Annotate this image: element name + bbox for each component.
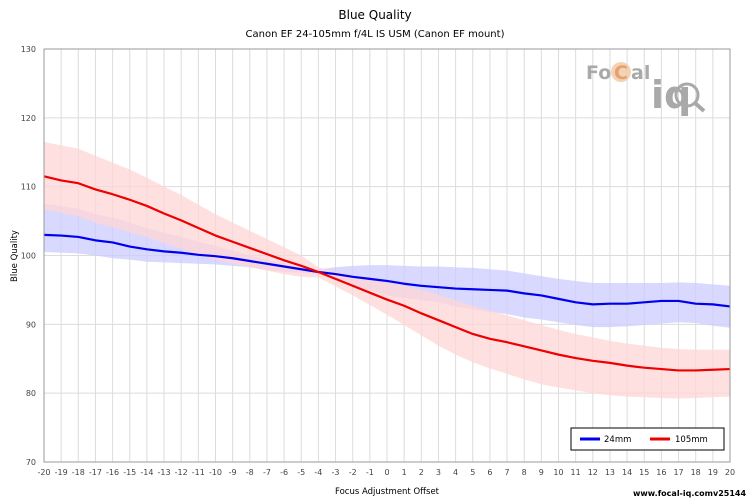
- x-tick-label: 2: [419, 468, 424, 477]
- x-tick-label: 15: [639, 468, 649, 477]
- x-tick-label: -18: [72, 468, 85, 477]
- x-tick-label: -2: [349, 468, 357, 477]
- x-tick-label: 3: [436, 468, 441, 477]
- y-tick-label: 110: [21, 183, 36, 192]
- x-tick-label: -17: [89, 468, 102, 477]
- x-tick-label: -12: [175, 468, 188, 477]
- x-tick-label: -3: [332, 468, 340, 477]
- x-tick-label: 19: [708, 468, 718, 477]
- magnifier-icon: [674, 82, 700, 108]
- y-tick-label: 100: [21, 252, 36, 261]
- x-tick-label: 16: [656, 468, 666, 477]
- x-tick-label: 18: [691, 468, 701, 477]
- x-tick-label: -7: [263, 468, 271, 477]
- x-tick-label: 20: [725, 468, 735, 477]
- x-tick-label: -9: [229, 468, 237, 477]
- x-tick-label: -4: [314, 468, 322, 477]
- y-tick-label: 70: [26, 458, 36, 467]
- legend-label-24mm: 24mm: [604, 435, 631, 445]
- logo-text-c: C: [614, 62, 628, 84]
- legend-box: [570, 427, 725, 451]
- x-tick-label: -5: [297, 468, 305, 477]
- y-tick-label: 130: [21, 45, 36, 54]
- x-tick-label: 7: [505, 468, 510, 477]
- x-tick-labels: -20 -19 -18 -17 -16 -15 -14 -13 -12 -11 -10 -9 -8 -7-…: [37, 468, 735, 477]
- x-tick-label: 8: [522, 468, 527, 477]
- footer-url: www.focal-iq.com: [633, 489, 713, 498]
- x-tick-label: -8: [246, 468, 254, 477]
- x-tick-label: 13: [605, 468, 615, 477]
- x-tick-label: -15: [123, 468, 136, 477]
- logo-text-iq: iq: [651, 73, 691, 117]
- logo-text-al: al: [631, 62, 650, 84]
- logo-c-disc: [611, 62, 631, 82]
- x-tick-label: -20: [37, 468, 50, 477]
- chart-subtitle: Canon EF 24-105mm f/4L IS USM (Canon EF …: [246, 29, 505, 40]
- series-lines: [43, 175, 731, 372]
- focal-iq-logo: Fo C al iq: [586, 62, 706, 117]
- magnifier-handle-icon: [693, 101, 706, 113]
- x-tick-label: -11: [192, 468, 205, 477]
- x-tick-label: 10: [553, 468, 563, 477]
- x-tick-label: 17: [673, 468, 683, 477]
- x-tick-label: 1: [402, 468, 407, 477]
- x-tick-label: 0: [384, 468, 389, 477]
- x-tick-label: -14: [140, 468, 153, 477]
- legend-label-105mm: 105mm: [675, 435, 708, 445]
- footer-version: v25144: [713, 489, 746, 498]
- y-tick-label: 90: [26, 320, 36, 329]
- logo-text-fo: Fo: [586, 62, 611, 84]
- x-tick-label: -10: [209, 468, 222, 477]
- y-tick-label: 80: [26, 389, 36, 398]
- x-tick-label: 14: [622, 468, 632, 477]
- series-line-24mm: [43, 233, 731, 308]
- band-105mm: [44, 141, 730, 399]
- band-24mm: [44, 203, 730, 328]
- x-tick-label: -19: [55, 468, 68, 477]
- x-tick-label: 6: [487, 468, 492, 477]
- x-tick-label: 5: [470, 468, 475, 477]
- y-tick-labels: 70 80 90 100 110 120 130: [21, 45, 36, 467]
- x-tick-label: 9: [539, 468, 544, 477]
- x-tick-label: 4: [453, 468, 458, 477]
- series-line-105mm: [43, 175, 731, 372]
- x-tick-label: -6: [280, 468, 288, 477]
- x-axis-label: Focus Adjustment Offset: [335, 487, 440, 497]
- plot-frame: [43, 48, 731, 463]
- y-axis-label: Blue Quality: [10, 230, 20, 282]
- x-tick-label: -1: [366, 468, 374, 477]
- confidence-bands: [44, 141, 730, 399]
- x-tick-label: 11: [571, 468, 581, 477]
- chart-title: Blue Quality: [338, 8, 411, 22]
- x-tick-label: -16: [106, 468, 119, 477]
- legend: 24mm 105mm: [570, 427, 725, 451]
- x-tick-label: -13: [158, 468, 171, 477]
- x-tick-label: 12: [588, 468, 598, 477]
- y-tick-label: 120: [21, 114, 36, 123]
